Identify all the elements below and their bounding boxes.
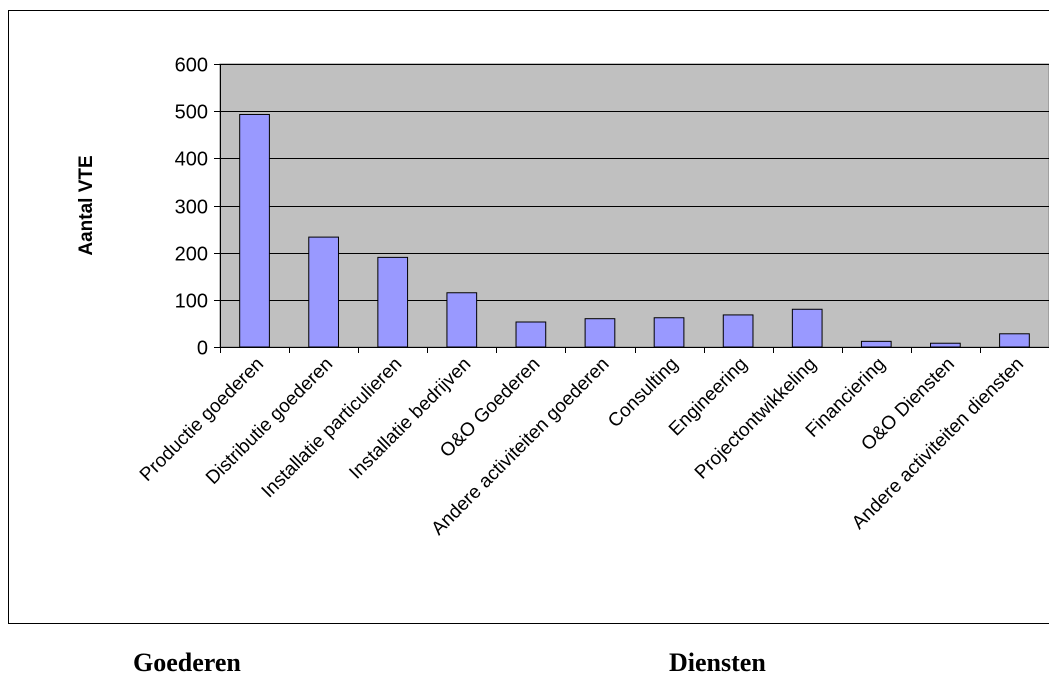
bar	[999, 333, 1030, 348]
x-tick-label: Productie goederen	[136, 354, 268, 486]
plot-area	[219, 63, 1049, 348]
bar	[308, 236, 339, 348]
y-tick-label: 200	[175, 244, 208, 266]
y-tick-label: 300	[175, 197, 208, 219]
y-tick-label: 100	[175, 291, 208, 313]
bar	[584, 318, 616, 348]
y-axis-label: Aantal VTE	[76, 155, 97, 255]
y-tick-label: 0	[197, 338, 208, 360]
group-label-goederen: Goederen	[133, 648, 241, 677]
x-tick-label: Distributie goederen	[202, 354, 337, 489]
x-tick-label: Installatie bedrijven	[345, 354, 475, 484]
bar	[722, 314, 754, 348]
y-tick-label: 600	[175, 55, 208, 77]
bar	[791, 308, 823, 348]
bar	[515, 321, 547, 348]
y-tick-label: 400	[175, 149, 208, 171]
bar	[446, 292, 478, 348]
bar	[653, 317, 685, 348]
x-tick-label: Projectontwikkeling	[691, 354, 821, 484]
bar	[377, 256, 409, 348]
y-tick-label: 500	[175, 102, 208, 124]
bar	[239, 113, 270, 348]
x-tick-label: Installatie particulieren	[258, 354, 407, 503]
bar	[930, 342, 961, 348]
bar	[860, 340, 892, 348]
group-label-diensten: Diensten	[669, 648, 766, 677]
